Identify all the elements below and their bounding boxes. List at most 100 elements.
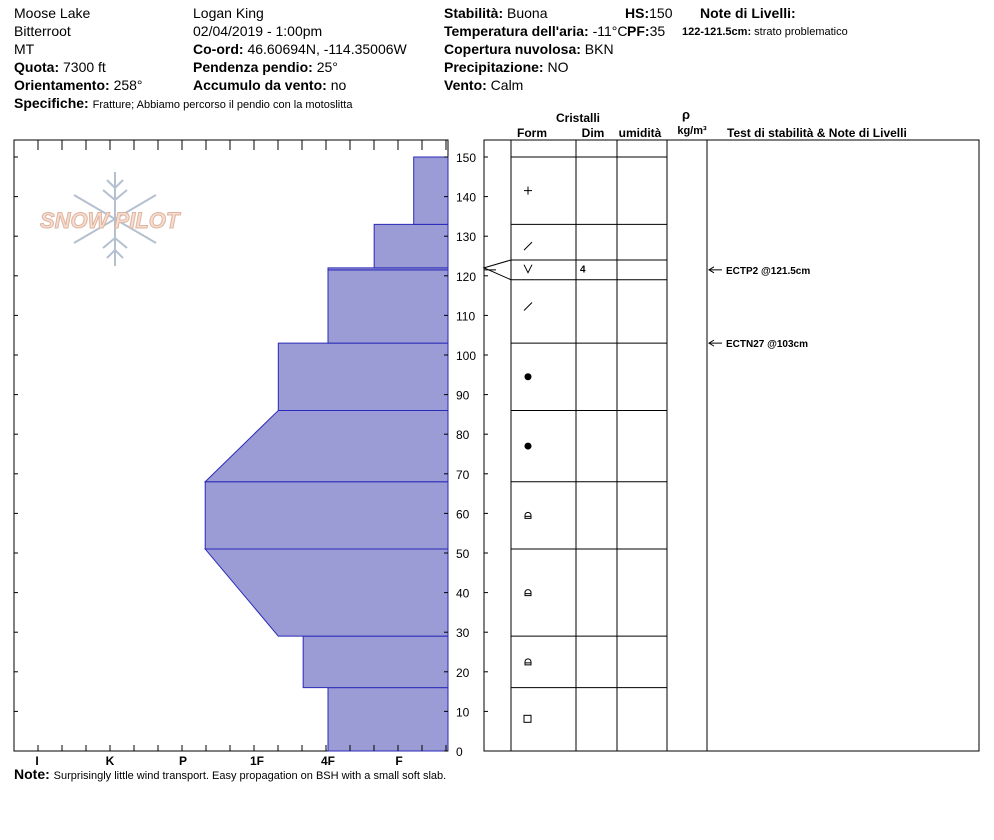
layer-note-text: strato problematico [754,26,848,38]
hs: HS:150 [625,4,672,22]
footer-note: Note: Surprisingly little wind transport… [14,766,446,782]
hardness-label-K: K [106,754,115,768]
depth-tick-label: 110 [456,309,475,323]
air-temp-label: Temperatura dell'aria: [444,23,589,39]
rounded-grain-icon [524,373,532,381]
faceted-rounded-icon [524,511,532,519]
aspect-value: 258° [113,77,143,93]
form-header: Form [517,126,547,140]
specifics-value: Fratture; Abbiamo percorso il pendio con… [92,99,353,111]
hardness-label-4F: 4F [321,754,335,768]
aspect: Orientamento: 258° [14,76,143,94]
moisture-header: umidità [619,126,662,140]
depth-tick-label: 70 [456,468,470,482]
depth-tick-label: 40 [456,587,470,601]
layer-notes-label: Note di Livelli: [700,5,796,21]
elevation-value: 7300 ft [63,59,106,75]
stability-test-label: ECTN27 @103cm [726,339,808,350]
layer-note-range: 122-121.5cm: [682,26,752,38]
stability: Stabilità: Buona [444,4,548,22]
logo-text: SNOW PILOT [40,208,181,233]
depth-tick-label: 0 [456,745,463,759]
hardness-layer-3 [204,481,449,550]
hs-label: HS: [625,5,650,21]
air-temp: Temperatura dell'aria: -11°C [444,22,627,40]
precipitation: Precipitazione: NO [444,58,568,76]
depth-tick-label: 120 [456,270,476,284]
observer: Logan King [193,5,264,21]
cloud-cover: Copertura nuvolosa: BKN [444,40,614,58]
stability-tests: ECTP2 @121.5cm ECTN27 @103cm [708,266,810,350]
depth-tick-label: 20 [456,666,470,680]
hardness-axis: I K P 1F 4F F [35,754,402,768]
layer-note: 122-121.5cm: strato problematico [682,23,848,41]
rho-header: ρ [682,107,690,122]
pf: PF:35 [627,22,665,40]
hs-value: 150 [649,5,673,21]
coord-label: Co-ord: [193,41,244,57]
wind-value: Calm [490,77,524,93]
wind-loading-value: no [330,77,347,93]
facet-icon [523,714,532,723]
stability-notes-header: Test di stabilità & Note di Livelli [727,126,907,140]
layer-table-frame [483,139,980,752]
depth-tick-label: 90 [456,389,470,403]
hardness-layer-2 [204,548,449,637]
elevation-label: Quota: [14,59,60,75]
faceted-rounded-icon [524,658,532,666]
hardness-layer-8 [373,223,449,269]
coordinates: Co-ord: 46.60694N, -114.35006W [193,40,407,58]
location: Moose Lake [14,5,91,21]
note-label: Note: [14,766,50,782]
rounded-grain-icon [524,442,532,450]
specifics-label: Specifiche: [14,95,89,111]
grain-size-label: 4 [580,265,586,276]
density-unit-header: kg/m³ [677,125,707,137]
slope: Pendenza pendio: 25° [193,58,338,76]
hardness-label-P: P [179,754,187,768]
slope-label: Pendenza pendio: [193,59,313,75]
pf-value: 35 [649,23,666,39]
size-header: Dim [582,126,605,140]
wind-loading-label: Accumulo da vento: [193,77,327,93]
problem-layer-marker [482,259,512,281]
precip-label: Precipitazione: [444,59,544,75]
coord-value: 46.60694N, -114.35006W [247,41,407,57]
snowflake-icon [73,172,157,266]
air-temp-value: -11°C [592,23,628,39]
hardness-label-1F: 1F [250,754,264,768]
hardness-layer-5 [277,342,449,411]
faceted-rounded-icon [524,589,532,597]
aspect-label: Orientamento: [14,77,110,93]
precip-value: NO [547,59,569,75]
pf-label: PF: [627,23,650,39]
wind-loading: Accumulo da vento: no [193,76,346,94]
hardness-layer-6 [327,269,449,344]
wind-label: Vento: [444,77,487,93]
hardness-label-I: I [35,754,38,768]
depth-ticks: 0 10 20 30 40 50 60 70 80 90 100 110 120 130 140 150 [13,140,488,759]
depth-tick-label: 140 [456,191,476,205]
cloud-label: Copertura nuvolosa: [444,41,581,57]
depth-tick-label: 150 [456,151,476,165]
arrow-head-icon [708,339,715,347]
layer-rows [482,156,667,689]
hardness-layers [203,156,449,752]
depth-tick-label: 80 [456,428,470,442]
stability-label: Stabilità: [444,5,504,21]
state: MT [14,41,35,57]
depth-tick-label: 130 [456,230,476,244]
surface-hoar-icon [523,264,533,274]
depth-tick-label: 50 [456,547,470,561]
hardness-label-F: F [395,754,402,768]
decomposing-icon [523,302,533,311]
decomposing-icon [523,241,533,251]
wind: Vento: Calm [444,76,523,94]
depth-tick-label: 30 [456,626,470,640]
cloud-value: BKN [584,41,614,57]
grain-forms: 4 [523,186,586,723]
range: Bitterroot [14,23,71,39]
slope-value: 25° [316,59,338,75]
depth-tick-label: 10 [456,705,470,719]
